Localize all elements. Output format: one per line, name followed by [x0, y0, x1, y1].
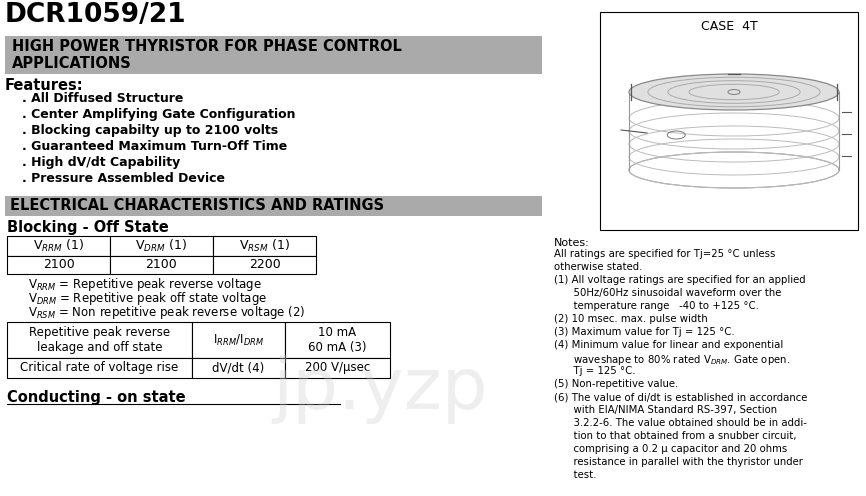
Text: (6) The value of di/dt is established in accordance: (6) The value of di/dt is established in…	[554, 392, 807, 402]
Text: 2100: 2100	[145, 258, 178, 271]
Text: comprising a 0.2 μ capacitor and 20 ohms: comprising a 0.2 μ capacitor and 20 ohms	[554, 444, 787, 454]
Bar	[213, 256, 316, 274]
Text: Critical rate of voltage rise: Critical rate of voltage rise	[21, 362, 178, 374]
Text: . Pressure Assembled Device: . Pressure Assembled Device	[22, 172, 225, 185]
Text: HIGH POWER THYRISTOR FOR PHASE CONTROL: HIGH POWER THYRISTOR FOR PHASE CONTROL	[12, 39, 402, 54]
Text: Tj = 125 °C.: Tj = 125 °C.	[554, 366, 636, 376]
Bar	[5, 196, 542, 216]
Text: waveshape to 80% rated V$_{DRM}$. Gate open.: waveshape to 80% rated V$_{DRM}$. Gate o…	[554, 353, 791, 367]
Text: Repetitive peak reverse
leakage and off state: Repetitive peak reverse leakage and off …	[29, 326, 170, 354]
Bar	[192, 322, 285, 358]
Bar	[7, 322, 192, 358]
Text: Notes:: Notes:	[554, 238, 590, 248]
Text: APPLICATIONS: APPLICATIONS	[12, 56, 132, 71]
Bar	[600, 12, 858, 230]
Text: with EIA/NIMA Standard RS-397, Section: with EIA/NIMA Standard RS-397, Section	[554, 405, 777, 415]
Text: 10 mA
60 mA (3): 10 mA 60 mA (3)	[308, 326, 366, 354]
Bar	[192, 358, 285, 378]
Text: V$_{RSM}$ (1): V$_{RSM}$ (1)	[239, 238, 290, 254]
Ellipse shape	[629, 74, 839, 110]
Text: resistance in parallel with the thyristor under: resistance in parallel with the thyristo…	[554, 457, 803, 467]
Text: I$_{RRM}$/I$_{DRM}$: I$_{RRM}$/I$_{DRM}$	[213, 332, 264, 348]
Text: CASE  4T: CASE 4T	[701, 20, 758, 33]
Text: otherwise stated.: otherwise stated.	[554, 262, 643, 272]
Text: (2) 10 msec. max. pulse width: (2) 10 msec. max. pulse width	[554, 314, 708, 324]
Text: Features:: Features:	[5, 78, 84, 93]
Text: . Blocking capabilty up to 2100 volts: . Blocking capabilty up to 2100 volts	[22, 124, 278, 137]
Text: Blocking - Off State: Blocking - Off State	[7, 220, 169, 235]
Bar	[285, 358, 390, 378]
Bar	[7, 236, 110, 256]
Ellipse shape	[629, 152, 839, 188]
Text: V$_{RSM}$ = Non repetitive peak reverse voltage (2): V$_{RSM}$ = Non repetitive peak reverse …	[28, 304, 306, 321]
Text: (4) Minimum value for linear and exponential: (4) Minimum value for linear and exponen…	[554, 340, 783, 350]
Text: V$_{RRM}$ = Repetitive peak reverse voltage: V$_{RRM}$ = Repetitive peak reverse volt…	[28, 276, 262, 293]
Text: . Guaranteed Maximum Turn-Off Time: . Guaranteed Maximum Turn-Off Time	[22, 140, 288, 153]
Text: 2100: 2100	[42, 258, 74, 271]
Text: test.: test.	[554, 470, 597, 480]
Text: V$_{RRM}$ (1): V$_{RRM}$ (1)	[33, 238, 84, 254]
Text: All ratings are specified for Tj=25 °C unless: All ratings are specified for Tj=25 °C u…	[554, 249, 775, 259]
Text: dV/dt (4): dV/dt (4)	[212, 362, 265, 374]
Text: (3) Maximum value for Tj = 125 °C.: (3) Maximum value for Tj = 125 °C.	[554, 327, 734, 337]
Bar	[110, 236, 213, 256]
Text: . High dV/dt Capability: . High dV/dt Capability	[22, 156, 180, 169]
Text: V$_{DRM}$ = Repetitive peak off state voltage: V$_{DRM}$ = Repetitive peak off state vo…	[28, 290, 267, 307]
Text: Conducting - on state: Conducting - on state	[7, 390, 185, 405]
Text: ELECTRICAL CHARACTERISTICS AND RATINGS: ELECTRICAL CHARACTERISTICS AND RATINGS	[10, 198, 385, 213]
Bar	[285, 322, 390, 358]
Text: V$_{DRM}$ (1): V$_{DRM}$ (1)	[135, 238, 188, 254]
Text: . Center Amplifying Gate Configuration: . Center Amplifying Gate Configuration	[22, 108, 295, 121]
Text: (5) Non-repetitive value.: (5) Non-repetitive value.	[554, 379, 678, 389]
Text: tion to that obtained from a snubber circuit,: tion to that obtained from a snubber cir…	[554, 431, 797, 441]
Text: jp.yzp: jp.yzp	[272, 356, 488, 425]
Text: 200 V/μsec: 200 V/μsec	[305, 362, 370, 374]
Text: 50Hz/60Hz sinusoidal waveform over the: 50Hz/60Hz sinusoidal waveform over the	[554, 288, 781, 298]
Text: (1) All voltage ratings are specified for an applied: (1) All voltage ratings are specified fo…	[554, 275, 805, 285]
Text: . All Diffused Structure: . All Diffused Structure	[22, 92, 184, 105]
Text: temperature range   -40 to +125 °C.: temperature range -40 to +125 °C.	[554, 301, 759, 311]
Text: DCR1059/21: DCR1059/21	[5, 2, 187, 28]
Text: 2200: 2200	[249, 258, 281, 271]
Text: 3.2.2-6. The value obtained should be in addi-: 3.2.2-6. The value obtained should be in…	[554, 418, 807, 428]
Bar	[7, 256, 110, 274]
Bar	[213, 236, 316, 256]
Bar	[110, 256, 213, 274]
Bar	[5, 36, 542, 74]
Bar	[7, 358, 192, 378]
